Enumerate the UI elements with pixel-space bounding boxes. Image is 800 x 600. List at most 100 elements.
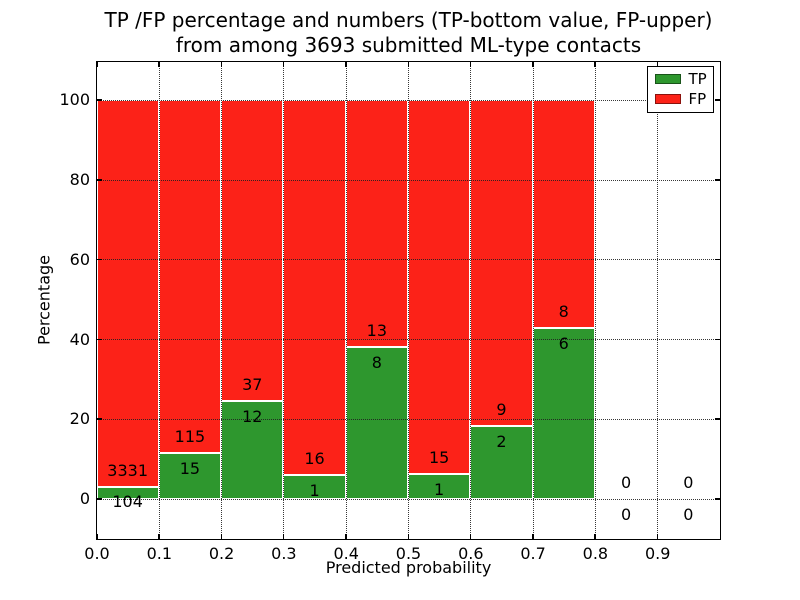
x-tickmark [158, 61, 160, 67]
tp-bar-segment [532, 327, 595, 499]
x-tickmark [96, 61, 98, 67]
x-tickmark [656, 61, 659, 67]
x-tick-label: 0.6 [458, 544, 484, 563]
x-tickmark [656, 533, 659, 539]
fp-bar-segment [283, 99, 346, 476]
tp-count-label: 12 [242, 406, 263, 426]
y-tickmark [714, 498, 720, 500]
vertical-gridline [657, 61, 659, 539]
tp-count-label: 0 [620, 504, 632, 524]
tp-bar-segment [158, 452, 222, 499]
tp-count-label: 6 [558, 333, 569, 353]
tp-bar-segment [470, 426, 533, 499]
y-tick-label: 100 [59, 90, 90, 110]
chart-title-line2: from among 3693 submitted ML-type contac… [175, 33, 642, 57]
fp-count-label: 16 [304, 449, 325, 469]
vertical-gridline [283, 61, 285, 539]
legend: TP FP [646, 65, 714, 113]
y-tickmark [96, 498, 102, 500]
x-tickmark [407, 61, 409, 67]
fp-count-label: 115 [174, 426, 206, 446]
x-tickmark [469, 61, 472, 67]
x-tickmark [158, 533, 160, 539]
x-tickmark [345, 533, 347, 539]
x-tick-label: 0.0 [84, 544, 110, 563]
x-tick-label: 0.5 [395, 544, 422, 563]
fp-bar-segment [532, 99, 595, 328]
x-tick-label: 0.8 [582, 544, 609, 563]
y-tickmark [96, 99, 102, 101]
y-tick-label: 40 [69, 329, 90, 349]
vertical-gridline [532, 61, 534, 539]
fp-count-label: 15 [428, 447, 450, 467]
y-tick-label: 60 [69, 249, 90, 269]
x-tickmark [469, 533, 472, 539]
chart-title: TP /FP percentage and numbers (TP-bottom… [97, 8, 720, 58]
fp-bar-segment [345, 99, 408, 347]
vertical-gridline [345, 61, 347, 539]
fp-count-label: 13 [366, 320, 388, 340]
fp-count-label: 0 [620, 472, 632, 492]
x-tickmark [594, 533, 596, 539]
x-tickmark [594, 61, 596, 67]
y-tick-label: 20 [69, 409, 90, 429]
legend-item-fp: FP [648, 91, 713, 107]
tp-legend-swatch-icon [654, 73, 681, 84]
y-tickmark [714, 338, 720, 341]
x-tickmark [407, 533, 409, 539]
y-tickmark [96, 258, 102, 261]
chart-title-line1: TP /FP percentage and numbers (TP-bottom… [104, 8, 713, 32]
vertical-gridline [594, 61, 596, 539]
x-tickmark [282, 61, 285, 67]
x-tickmark [282, 533, 285, 539]
tp-bar-segment [408, 473, 471, 499]
plot-area: TP FP 3331 104 115 15 37 12 16 1 13 8 15 1 9 2 8 6 0 0 0 0 [95, 60, 721, 540]
tp-count-label: 8 [371, 352, 382, 372]
tp-count-label: 2 [496, 432, 507, 452]
fp-bar-segment [470, 99, 533, 427]
x-tick-label: 0.9 [644, 544, 671, 563]
y-tickmark [714, 179, 720, 181]
fp-bar-segment [408, 99, 471, 474]
tp-count-label: 0 [683, 504, 694, 524]
y-tickmark [96, 418, 102, 420]
tp-bar-segment [221, 400, 284, 499]
x-tick-label: 0.3 [271, 544, 297, 563]
x-axis-label: Predicted probability [325, 558, 492, 577]
tp-count-label: 1 [309, 481, 320, 501]
tp-legend-label: TP [688, 69, 707, 88]
fp-count-label: 9 [496, 400, 507, 420]
tp-count-label: 104 [112, 492, 143, 512]
tp-count-label: 15 [179, 458, 201, 478]
fp-bar-segment [158, 99, 222, 453]
x-tickmark [345, 61, 347, 67]
fp-count-label: 3331 [107, 460, 148, 480]
vertical-gridline [470, 61, 472, 539]
x-tickmark [532, 533, 534, 539]
vertical-gridline [221, 61, 223, 539]
y-tickmark [96, 338, 102, 341]
fp-legend-label: FP [688, 90, 707, 109]
legend-item-tp: TP [648, 71, 713, 87]
tp-count-label: 1 [434, 479, 445, 499]
fp-legend-swatch-icon [654, 94, 681, 105]
x-tick-label: 0.1 [146, 544, 173, 563]
y-tickmark [96, 179, 102, 181]
vertical-gridline [408, 61, 409, 539]
fp-bar-segment [221, 99, 284, 401]
x-tickmark [532, 61, 534, 67]
x-tickmark [220, 533, 223, 539]
x-tickmark [96, 533, 98, 539]
x-tick-label: 0.4 [333, 544, 359, 563]
y-tickmark [714, 258, 720, 261]
fp-bar-segment [96, 99, 159, 487]
y-tick-label: 0 [79, 489, 90, 509]
vertical-gridline [158, 61, 160, 539]
x-tick-label: 0.7 [520, 544, 546, 563]
x-tickmark [220, 61, 223, 67]
y-tickmark [714, 418, 720, 420]
tp-bar-segment [96, 486, 159, 499]
y-tickmark [714, 99, 720, 101]
y-tick-label: 80 [69, 170, 90, 190]
